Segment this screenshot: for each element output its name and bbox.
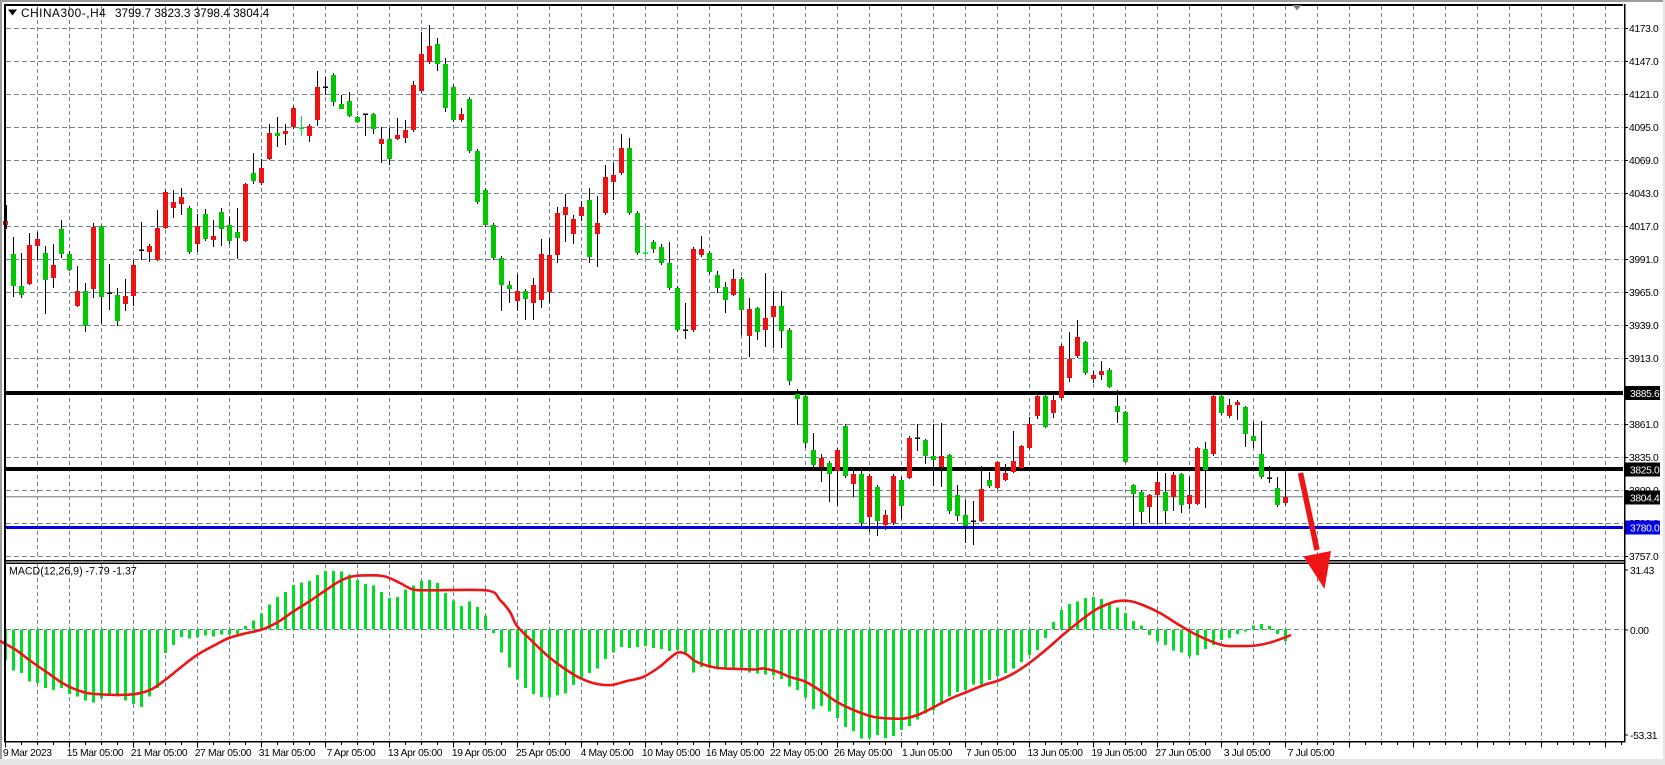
svg-text:3913.0: 3913.0 [1629,354,1659,365]
svg-text:7 Jun 05:00: 7 Jun 05:00 [966,748,1017,759]
svg-text:4147.0: 4147.0 [1629,57,1659,68]
svg-text:15 Mar 05:00: 15 Mar 05:00 [67,748,124,759]
svg-text:3835.0: 3835.0 [1629,453,1659,464]
svg-text:27 Mar 05:00: 27 Mar 05:00 [195,748,252,759]
svg-text:7 Jul 05:00: 7 Jul 05:00 [1288,748,1335,759]
svg-text:3804.4: 3804.4 [1630,494,1660,505]
svg-text:9 Mar 2023: 9 Mar 2023 [3,748,52,759]
svg-text:3861.0: 3861.0 [1629,420,1659,431]
svg-text:13 Apr 05:00: 13 Apr 05:00 [388,748,443,759]
svg-text:4095.0: 4095.0 [1629,123,1659,134]
svg-text:10 May 05:00: 10 May 05:00 [642,748,701,759]
svg-text:7 Apr 05:00: 7 Apr 05:00 [327,748,376,759]
svg-text:-53.31: -53.31 [1630,731,1658,742]
svg-text:3885.6: 3885.6 [1630,389,1660,400]
svg-text:21 Mar 05:00: 21 Mar 05:00 [131,748,188,759]
svg-text:4017.0: 4017.0 [1629,222,1659,233]
svg-text:4069.0: 4069.0 [1629,156,1659,167]
svg-text:3965.0: 3965.0 [1629,288,1659,299]
svg-text:MACD(12,26,9) -7.79 -1.37: MACD(12,26,9) -7.79 -1.37 [9,565,137,577]
svg-text:4121.0: 4121.0 [1629,90,1659,101]
svg-text:13 Jun 05:00: 13 Jun 05:00 [1027,748,1083,759]
svg-text:16 May 05:00: 16 May 05:00 [706,748,765,759]
svg-text:4043.0: 4043.0 [1629,189,1659,200]
svg-text:3780.0: 3780.0 [1630,524,1660,535]
svg-text:25 Apr 05:00: 25 Apr 05:00 [516,748,571,759]
svg-text:27 Jun 05:00: 27 Jun 05:00 [1155,748,1211,759]
svg-text:0.00: 0.00 [1630,626,1649,637]
svg-text:19 Jun 05:00: 19 Jun 05:00 [1091,748,1147,759]
svg-text:3991.0: 3991.0 [1629,255,1659,266]
svg-text:4173.0: 4173.0 [1629,24,1659,35]
svg-text:4 May 05:00: 4 May 05:00 [581,748,634,759]
svg-text:31.43: 31.43 [1630,566,1655,577]
svg-text:26 May 05:00: 26 May 05:00 [834,748,893,759]
svg-text:3939.0: 3939.0 [1629,321,1659,332]
svg-text:31 Mar 05:00: 31 Mar 05:00 [259,748,316,759]
svg-text:3757.0: 3757.0 [1629,552,1659,563]
svg-text:3825.0: 3825.0 [1630,466,1660,477]
svg-text:19 Apr 05:00: 19 Apr 05:00 [452,748,507,759]
svg-text:1 Jun 05:00: 1 Jun 05:00 [902,748,953,759]
svg-text:22 May 05:00: 22 May 05:00 [770,748,829,759]
svg-text:3 Jul 05:00: 3 Jul 05:00 [1224,748,1271,759]
